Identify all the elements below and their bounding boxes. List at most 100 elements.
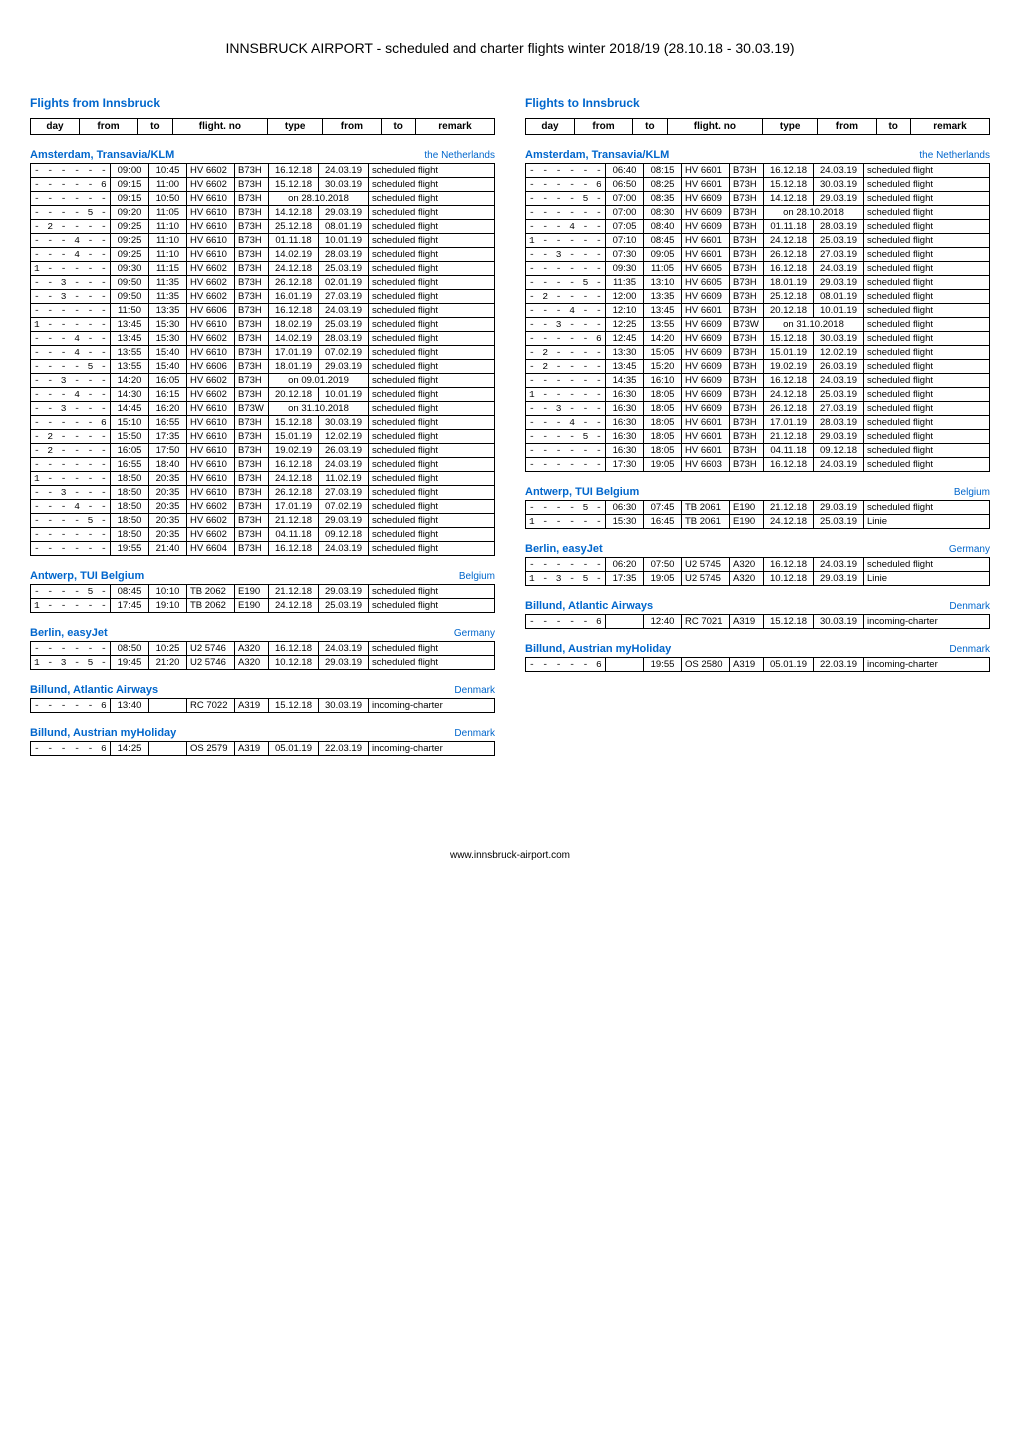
section-title: Antwerp, TUI Belgium [30,570,144,582]
cell-type: B73H [235,388,269,402]
cell-remark: scheduled flight [369,206,495,220]
cell-to: 13:45 [644,304,682,318]
hdr-remark: remark [910,119,989,135]
cell-flight: HV 6609 [682,220,730,234]
cell-from [606,615,644,629]
cell-dto: 24.03.19 [814,262,864,276]
cell-day: - - - - - - 7 [31,304,111,318]
cell-to: 11:05 [149,206,187,220]
cell-type: B73H [235,220,269,234]
cell-day: 1 - - - - - - [526,234,606,248]
cell-from: 09:50 [111,276,149,290]
table-row: - - - - 5 - -16:3018:05HV 6601B73H21.12.… [526,430,990,444]
cell-dfrom: 16.12.18 [764,164,814,178]
cell-type: E190 [730,501,764,515]
cell-remark: scheduled flight [864,458,990,472]
cell-dto: 29.03.19 [319,585,369,599]
flight-section: Billund, Austrian myHolidayDenmark- - - … [525,643,990,672]
cell-remark: scheduled flight [864,501,990,515]
cell-dto: 29.03.19 [319,514,369,528]
table-row: - - - 4 - - -07:0508:40HV 6609B73H01.11.… [526,220,990,234]
cell-day: 1 - - - - - - [526,515,606,529]
cell-from: 13:30 [606,346,644,360]
section-title: Amsterdam, Transavia/KLM [525,149,669,161]
hdr-flight: flight. no [172,119,268,135]
cell-to: 15:05 [644,346,682,360]
cell-from: 16:30 [606,444,644,458]
cell-dto: 29.03.19 [319,360,369,374]
cell-type: B73H [235,486,269,500]
cell-type: B73H [730,304,764,318]
cell-day: 1 - - - - - - [31,472,111,486]
cell-from: 11:50 [111,304,149,318]
cell-flight: HV 6601 [682,248,730,262]
table-row: - - - - 5 - -06:3007:45TB 2061E19021.12.… [526,501,990,515]
cell-flight: HV 6610 [187,220,235,234]
cell-type: B73H [730,416,764,430]
cell-dfrom: 10.12.18 [764,572,814,586]
cell-remark: scheduled flight [369,542,495,556]
cell-day: 1 - - - - - - [31,262,111,276]
cell-to: 20:35 [149,486,187,500]
cell-remark: scheduled flight [369,178,495,192]
hdr-day: day [31,119,80,135]
cell-day: - 2 - - - - - [526,290,606,304]
table-row: - - - 4 - - -09:2511:10HV 6610B73H14.02.… [31,248,495,262]
cell-flight: HV 6602 [187,276,235,290]
table-row: - - - 4 - - -13:4515:30HV 6602B73H14.02.… [31,332,495,346]
cell-flight: HV 6609 [682,374,730,388]
cell-type: B73H [235,416,269,430]
cell-remark: scheduled flight [369,416,495,430]
cell-type: B73H [730,276,764,290]
table-row: - - - - 5 - -18:5020:35HV 6602B73H21.12.… [31,514,495,528]
cell-to: 07:45 [644,501,682,515]
cell-flight: TB 2061 [682,501,730,515]
cell-flight: HV 6602 [187,374,235,388]
table-row: - - - 4 - - -12:1013:45HV 6601B73H20.12.… [526,304,990,318]
cell-flight: HV 6602 [187,178,235,192]
cell-dfrom: 16.12.18 [269,304,319,318]
cell-to: 19:05 [644,458,682,472]
cell-to: 13:35 [644,290,682,304]
cell-type: B73H [235,346,269,360]
cell-type: B73H [235,276,269,290]
cell-from: 16:05 [111,444,149,458]
cell-to: 18:40 [149,458,187,472]
cell-dto: 24.03.19 [814,558,864,572]
cell-from: 17:30 [606,458,644,472]
cell-dto: 29.03.19 [814,430,864,444]
cell-remark: scheduled flight [369,514,495,528]
cell-flight: HV 6601 [682,304,730,318]
table-row: - - - - - - 717:3019:05HV 6603B73H16.12.… [526,458,990,472]
cell-from: 14:25 [111,742,149,756]
left-header-table: day from to flight. no type from to rema… [30,118,495,135]
cell-day: - 2 - - - - - [31,220,111,234]
cell-from: 07:00 [606,206,644,220]
table-row: - - - - - - 709:1510:50HV 6610B73Hon 28.… [31,192,495,206]
cell-flight: HV 6610 [187,416,235,430]
cell-to: 11:05 [644,262,682,276]
cell-from: 19:55 [111,542,149,556]
section-country: Denmark [949,601,990,612]
cell-flight: HV 6610 [187,248,235,262]
cell-day: - - - - 5 - - [31,514,111,528]
cell-type: B73H [730,248,764,262]
cell-dto: 30.03.19 [319,699,369,713]
cell-flight: HV 6602 [187,262,235,276]
section-country: Belgium [954,487,990,498]
table-row: - - - 4 - - -16:3018:05HV 6601B73H17.01.… [526,416,990,430]
cell-to: 17:50 [149,444,187,458]
cell-flight: HV 6602 [187,290,235,304]
section-title: Antwerp, TUI Belgium [525,486,639,498]
cell-type: B73H [235,374,269,388]
hdr-type: type [268,119,323,135]
cell-dto: 30.03.19 [814,615,864,629]
cell-flight: HV 6605 [682,262,730,276]
cell-dto: 28.03.19 [319,332,369,346]
flight-table: - - - - - - 708:5010:25U2 5746A32016.12.… [30,641,495,670]
cell-dto: 30.03.19 [319,178,369,192]
flight-table: - - - - - - 709:0010:45HV 6602B73H16.12.… [30,163,495,556]
cell-from: 14:45 [111,402,149,416]
table-row: - - 3 - - - -14:2016:05HV 6602B73Hon 09.… [31,374,495,388]
cell-to: 11:15 [149,262,187,276]
